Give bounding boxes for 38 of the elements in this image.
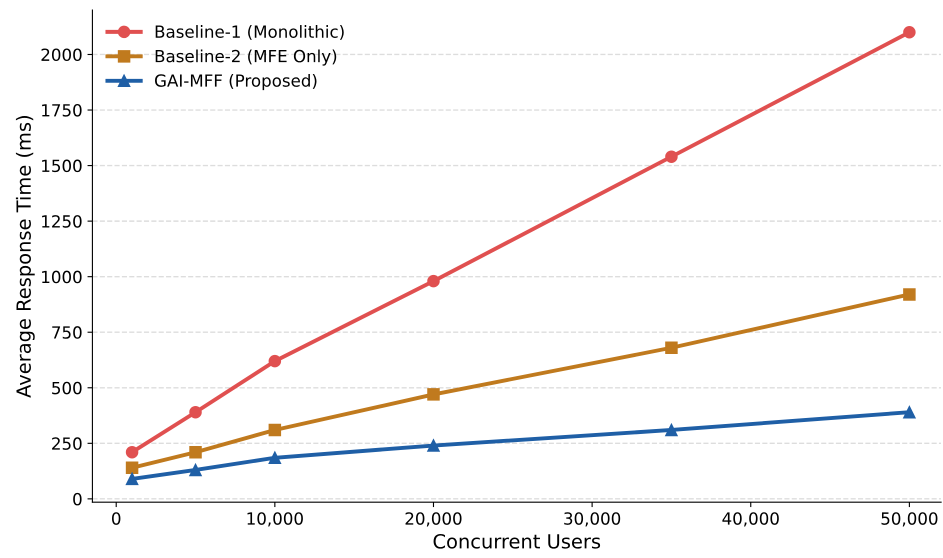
x-tick-label: 10,000 (248, 512, 303, 527)
point (665, 424, 678, 436)
y-tick-label: 250 (52, 437, 82, 450)
point (903, 26, 916, 39)
y-tick-label: 1000 (42, 270, 82, 284)
x-tick-label: 20,000 (406, 512, 462, 527)
point (189, 446, 202, 458)
y-tick-label: 1250 (42, 215, 82, 228)
x-tick-label: 0 (112, 512, 120, 525)
point (427, 439, 440, 452)
y-tick-label: 1750 (42, 104, 82, 117)
legend-label: Baseline-2 (MFE Only) (156, 50, 336, 66)
point (268, 354, 282, 368)
point (665, 150, 678, 163)
x-axis-title: Concurrent Users (434, 534, 600, 549)
y-tick-label: 0 (73, 492, 82, 506)
point (903, 288, 916, 301)
point (126, 446, 138, 458)
y-tick-label: 2000 (41, 48, 82, 62)
point (427, 274, 440, 288)
x-tick-label: 50,000 (882, 512, 938, 527)
point (189, 406, 202, 418)
point (126, 462, 138, 474)
y-tick-label: 750 (52, 326, 82, 339)
y-tick-label: 500 (52, 382, 82, 394)
point (903, 406, 916, 418)
point (189, 464, 202, 476)
x-tick-label: 40,000 (722, 512, 779, 527)
y-axis-title: Average Response Time (ms) (16, 116, 35, 398)
point (427, 388, 440, 401)
point (665, 342, 678, 354)
y-tick-label: 1500 (42, 160, 82, 172)
point (126, 472, 138, 486)
point (268, 452, 282, 464)
legend-label: GAI-MFF (Proposed) (155, 74, 316, 90)
legend-label: Baseline-1 (Monolithic) (156, 25, 344, 40)
x-tick-label: 30,000 (564, 512, 620, 527)
point (268, 424, 282, 436)
